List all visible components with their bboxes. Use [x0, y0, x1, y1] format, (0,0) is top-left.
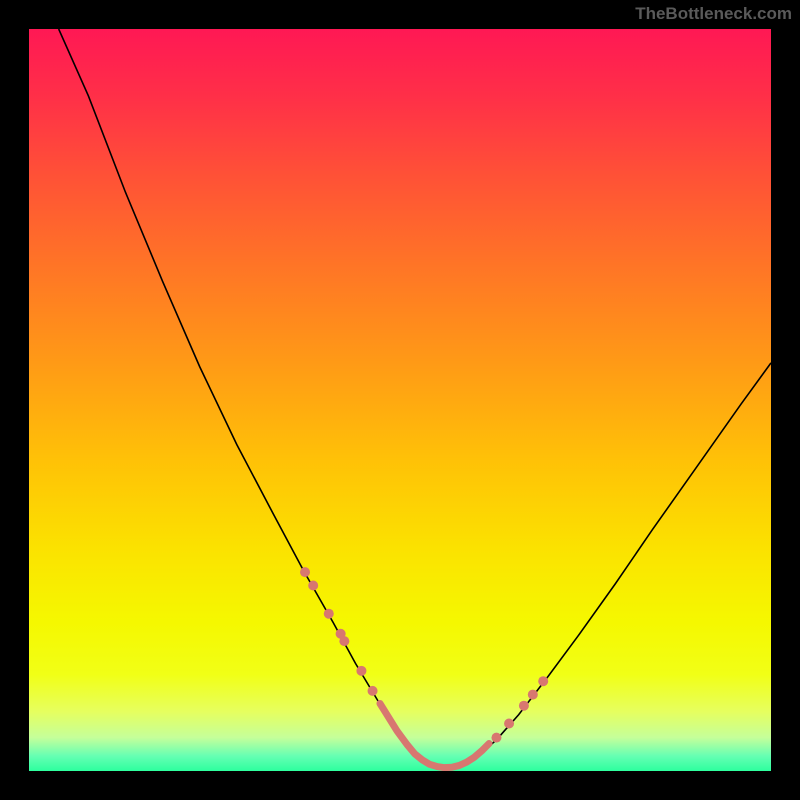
highlight-dot	[368, 686, 378, 696]
highlight-dots	[300, 567, 548, 742]
plot-area	[29, 29, 771, 771]
highlight-dot	[356, 666, 366, 676]
highlight-dot	[308, 581, 318, 591]
highlight-dot	[504, 719, 514, 729]
highlight-dot	[538, 676, 548, 686]
valley-highlight-segment	[380, 703, 489, 767]
highlight-dot	[300, 567, 310, 577]
right-curve	[441, 363, 771, 768]
left-curve	[59, 29, 441, 768]
highlight-dot	[339, 636, 349, 646]
chart-svg	[29, 29, 771, 771]
watermark-text: TheBottleneck.com	[635, 4, 792, 24]
highlight-dot	[519, 701, 529, 711]
highlight-dot	[528, 690, 538, 700]
highlight-dot	[324, 609, 334, 619]
highlight-dot	[491, 733, 501, 743]
